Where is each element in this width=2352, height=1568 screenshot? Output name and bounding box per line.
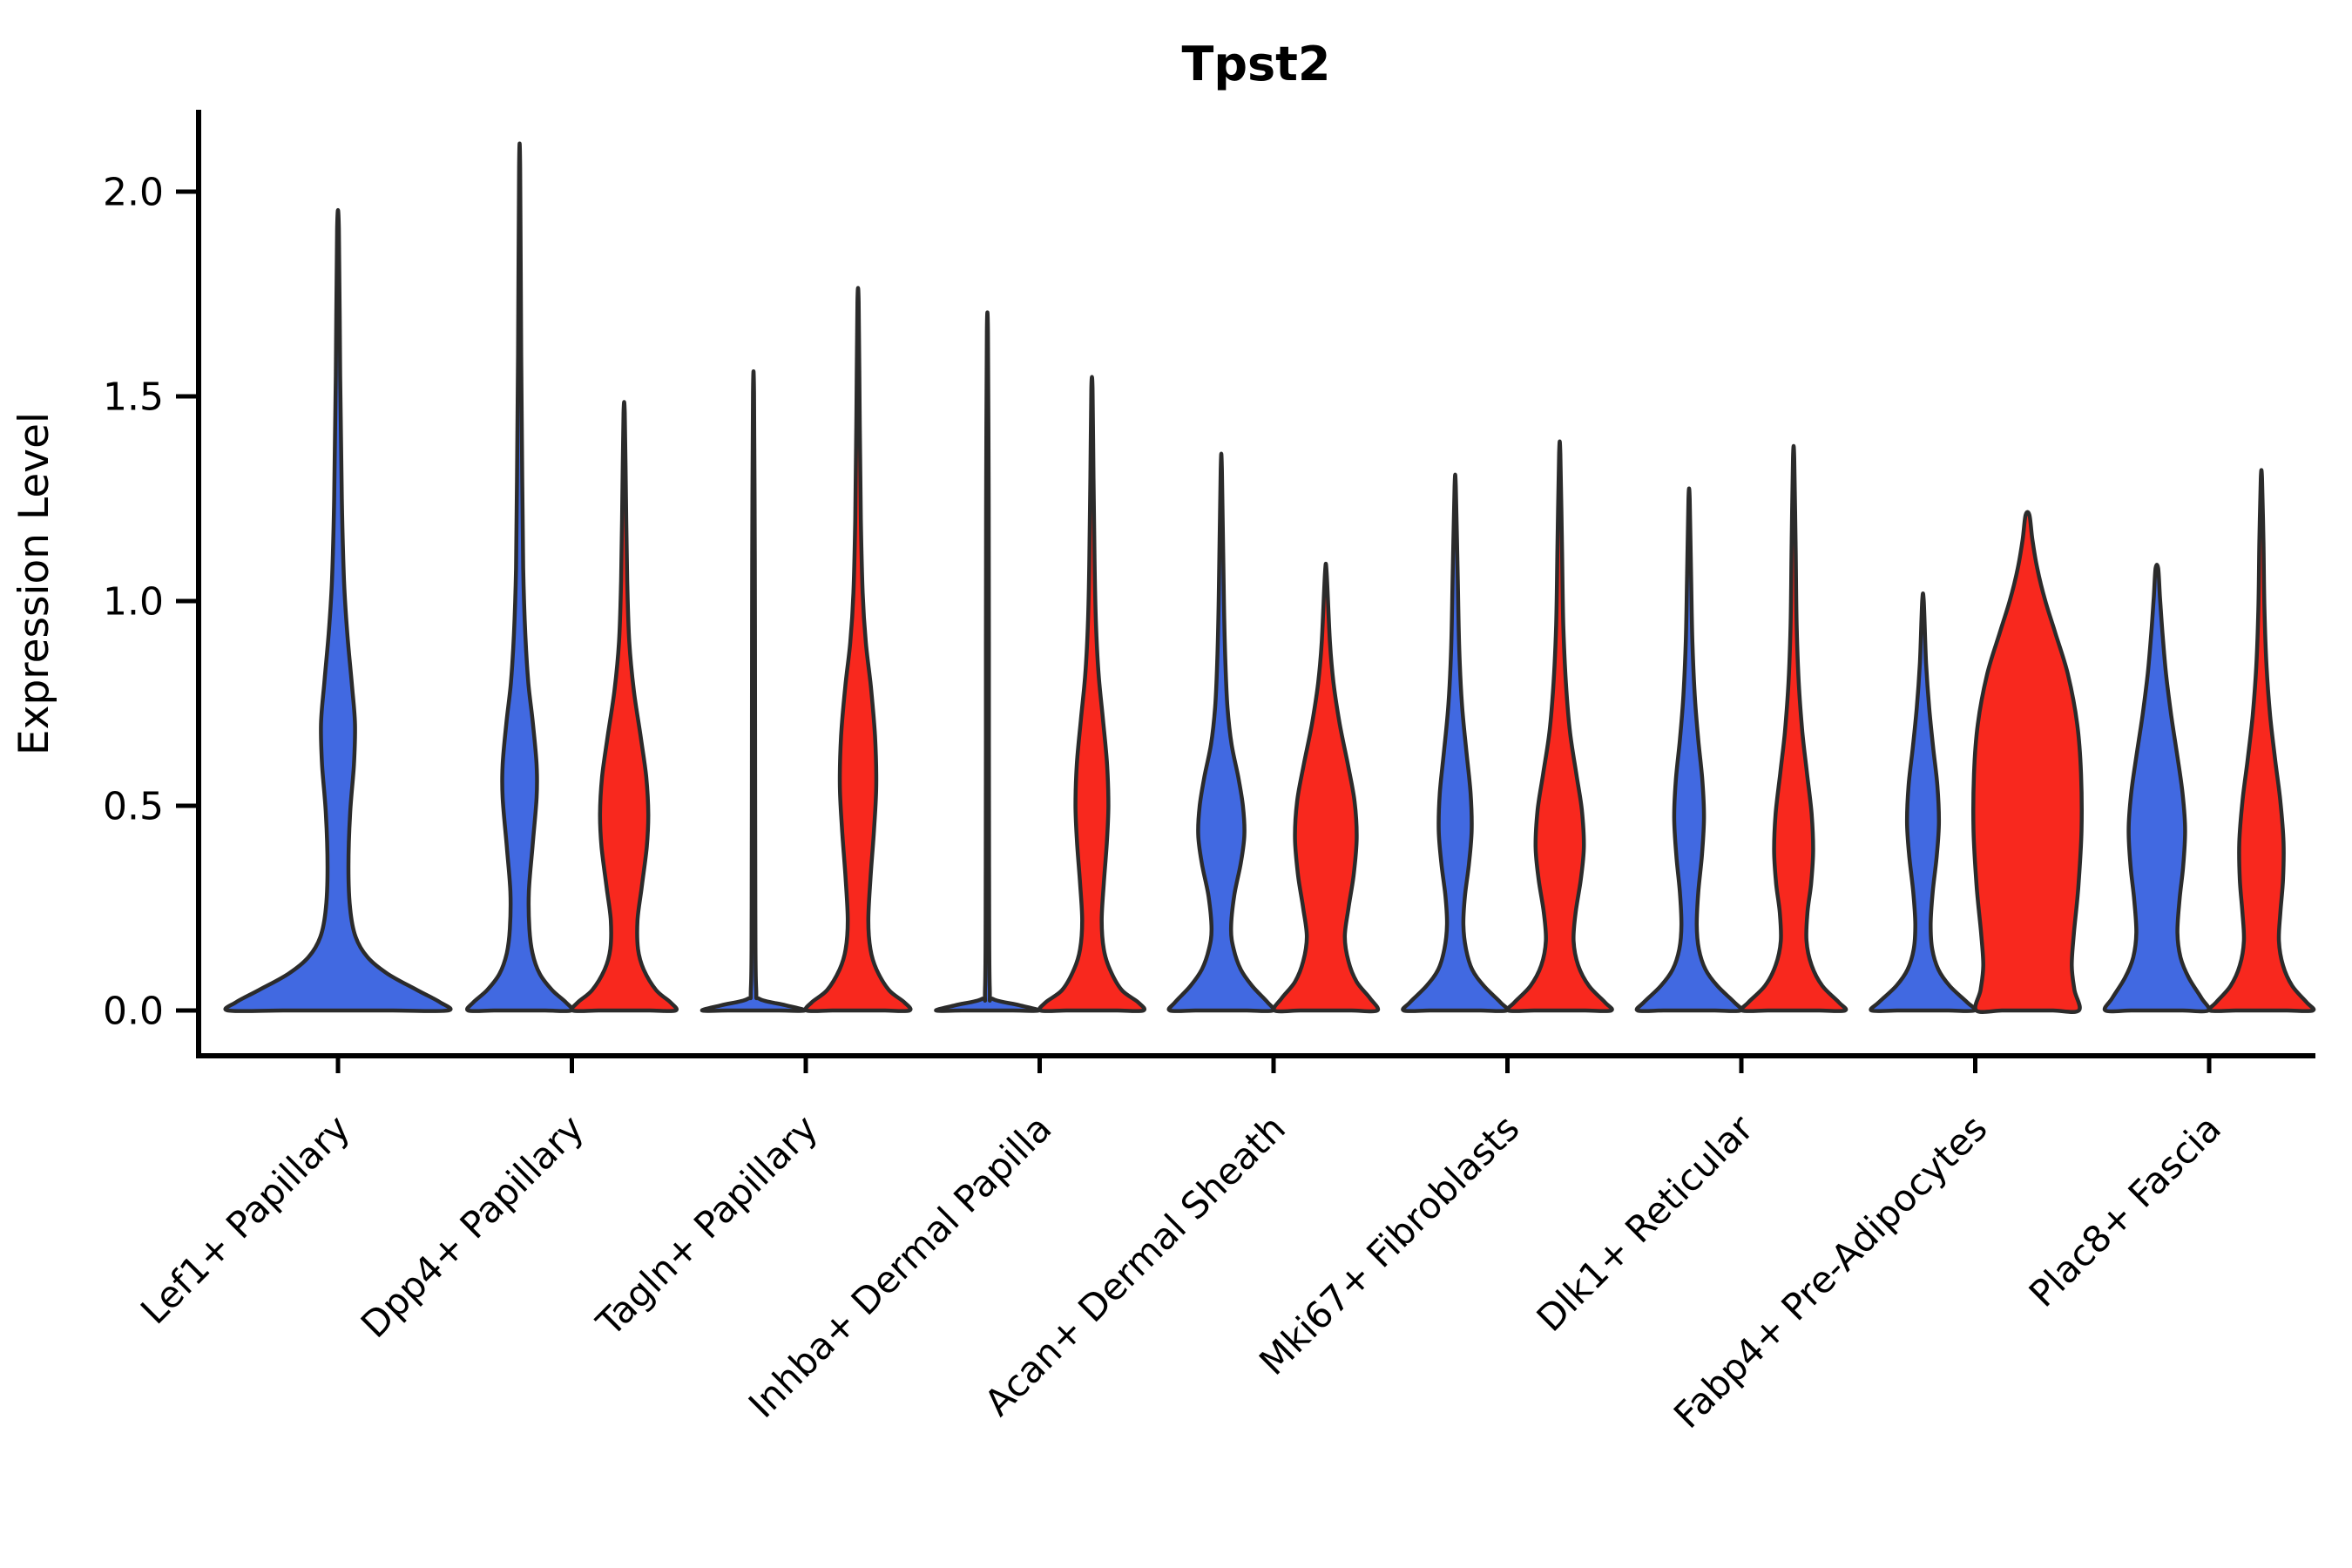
x-category-label: Lef1+ Papillary: [132, 1106, 358, 1332]
violin-red: [1971, 510, 2084, 1014]
violin-blue: [1869, 591, 1977, 1013]
y-tick-label: 1.0: [103, 579, 164, 624]
x-category-label: Mki67+ Fibroblasts: [1251, 1106, 1527, 1382]
violin-blue: [465, 141, 574, 1013]
violin-blue: [1634, 486, 1744, 1013]
violin-red: [570, 400, 679, 1013]
chart-title: Tpst2: [1181, 37, 1330, 91]
y-axis-label: Expression Level: [10, 412, 58, 755]
violin-red: [2207, 468, 2316, 1013]
x-category-label: Tagln+ Papillary: [588, 1106, 826, 1344]
violin-blue: [2102, 563, 2212, 1014]
violin-blue: [700, 369, 808, 1013]
violin-shapes: [223, 141, 2316, 1014]
x-category-label: Dlk1+ Reticular: [1529, 1106, 1762, 1340]
y-tick-label: 1.5: [103, 375, 164, 419]
violin-blue: [1401, 472, 1510, 1013]
x-category-label: Dpp4+ Papillary: [353, 1106, 592, 1346]
y-tick-label: 2.0: [103, 170, 164, 214]
violin-red: [1739, 443, 1848, 1013]
violin-red: [1505, 439, 1614, 1013]
violin-blue: [934, 310, 1041, 1013]
violin-red: [1037, 375, 1146, 1013]
axes: [176, 110, 2315, 1073]
x-category-label: Plac8+ Fascia: [2021, 1106, 2229, 1315]
violin-red: [1271, 561, 1381, 1014]
y-tick-label: 0.5: [103, 784, 164, 828]
violin-blue: [223, 207, 453, 1013]
y-tick-label: 0.0: [103, 989, 164, 1033]
violin-red: [803, 286, 913, 1013]
violin-blue: [1166, 451, 1276, 1013]
